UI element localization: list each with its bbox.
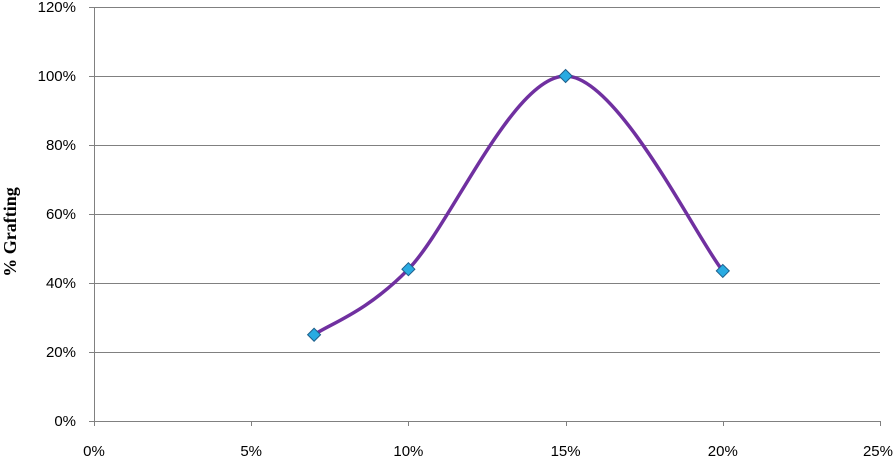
x-tick-label: 5% xyxy=(240,443,262,460)
y-tick-label: 100% xyxy=(38,68,76,85)
data-point xyxy=(306,327,322,342)
series-line xyxy=(312,74,725,337)
x-tick-label: 15% xyxy=(551,443,581,460)
x-tick-label: 25% xyxy=(863,443,893,460)
y-axis-title: % Grafting xyxy=(0,187,20,277)
y-tick-label: 80% xyxy=(46,137,76,154)
y-tick-label: 40% xyxy=(46,275,76,292)
data-point xyxy=(401,261,416,277)
x-tick-label: 0% xyxy=(83,443,105,460)
data-markers xyxy=(306,68,731,342)
x-tick-label: 10% xyxy=(393,443,423,460)
data-point xyxy=(715,263,731,279)
x-tick-label: 20% xyxy=(708,443,738,460)
grid-lines xyxy=(94,7,880,422)
y-tick-labels: 0% 20% 40% 60% 80% 100% 120% xyxy=(38,0,94,430)
x-tick-labels: 0% 5% 10% 15% 20% 25% xyxy=(83,421,893,460)
y-tick-label: 120% xyxy=(38,0,76,16)
data-point xyxy=(558,68,573,84)
y-tick-label: 60% xyxy=(46,206,76,223)
axes xyxy=(89,7,880,426)
y-tick-label: 0% xyxy=(54,413,76,430)
y-tick-label: 20% xyxy=(46,344,76,361)
